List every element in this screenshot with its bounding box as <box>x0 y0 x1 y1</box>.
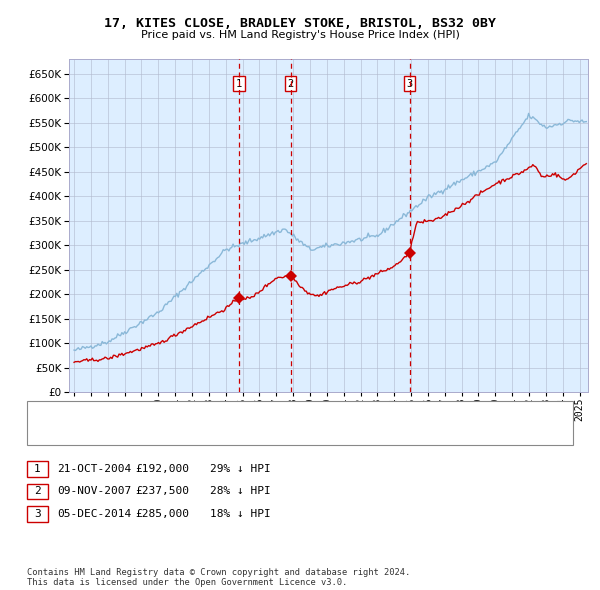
Text: £285,000: £285,000 <box>135 509 189 519</box>
Text: 3: 3 <box>407 78 413 88</box>
Text: 17, KITES CLOSE, BRADLEY STOKE, BRISTOL, BS32 0BY: 17, KITES CLOSE, BRADLEY STOKE, BRISTOL,… <box>104 17 496 30</box>
Text: 3: 3 <box>34 509 41 519</box>
Text: 09-NOV-2007: 09-NOV-2007 <box>57 487 131 496</box>
Text: 05-DEC-2014: 05-DEC-2014 <box>57 509 131 519</box>
Text: 28% ↓ HPI: 28% ↓ HPI <box>210 487 271 496</box>
Text: 29% ↓ HPI: 29% ↓ HPI <box>210 464 271 474</box>
Text: 18% ↓ HPI: 18% ↓ HPI <box>210 509 271 519</box>
Text: 2: 2 <box>287 78 294 88</box>
Text: 2: 2 <box>34 487 41 496</box>
Text: 21-OCT-2004: 21-OCT-2004 <box>57 464 131 474</box>
Text: 1: 1 <box>34 464 41 474</box>
Text: Price paid vs. HM Land Registry's House Price Index (HPI): Price paid vs. HM Land Registry's House … <box>140 30 460 40</box>
Text: £192,000: £192,000 <box>135 464 189 474</box>
Text: 1: 1 <box>236 78 242 88</box>
Text: 17, KITES CLOSE, BRADLEY STOKE, BRISTOL, BS32 0BY (detached house): 17, KITES CLOSE, BRADLEY STOKE, BRISTOL,… <box>70 409 458 418</box>
Text: Contains HM Land Registry data © Crown copyright and database right 2024.
This d: Contains HM Land Registry data © Crown c… <box>27 568 410 587</box>
Text: £237,500: £237,500 <box>135 487 189 496</box>
Text: HPI: Average price, detached house, South Gloucestershire: HPI: Average price, detached house, Sout… <box>70 428 405 438</box>
